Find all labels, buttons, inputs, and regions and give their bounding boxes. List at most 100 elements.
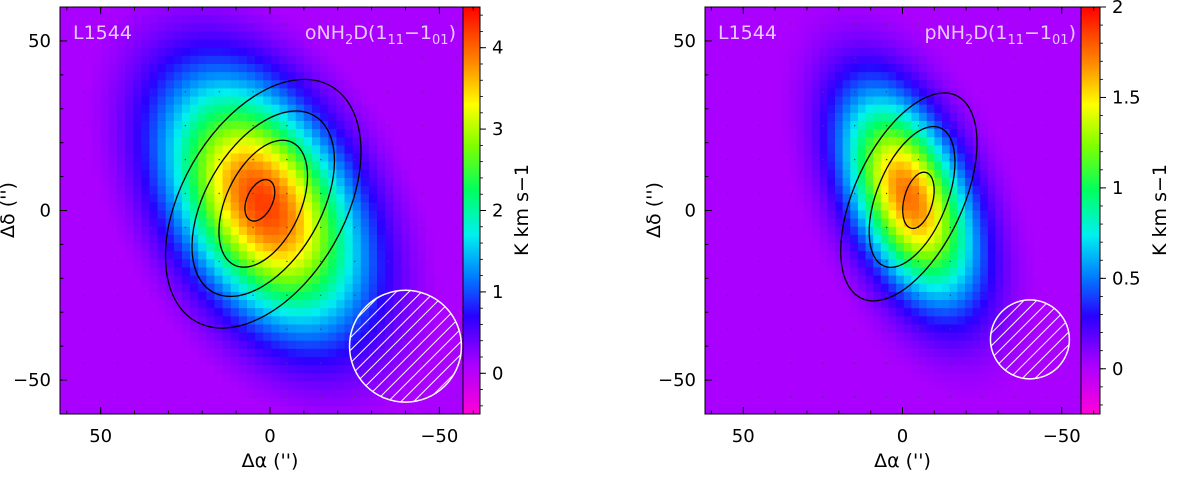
map-pixel	[198, 64, 207, 73]
map-pixel	[239, 357, 248, 366]
map-pixel	[720, 251, 728, 260]
beam-circle	[350, 290, 462, 402]
colorbar-tick-label: 3	[492, 119, 503, 140]
map-pixel	[911, 113, 919, 122]
map-pixel	[804, 251, 812, 260]
map-pixel	[336, 56, 345, 65]
map-pixel	[781, 162, 789, 171]
map-pixel	[377, 398, 386, 407]
map-pixel	[774, 137, 782, 146]
map-pixel	[312, 267, 321, 276]
map-pixel	[198, 31, 207, 40]
map-pixel	[434, 15, 443, 24]
sample-dot	[185, 125, 186, 126]
map-pixel	[328, 357, 337, 366]
map-pixel	[271, 414, 280, 423]
map-pixel	[68, 341, 77, 350]
map-pixel	[76, 170, 85, 179]
map-pixel	[401, 251, 410, 260]
map-pixel	[1049, 88, 1057, 97]
map-pixel	[182, 88, 191, 97]
map-pixel	[84, 178, 93, 187]
map-pixel	[410, 276, 419, 285]
map-pixel	[206, 105, 215, 114]
map-pixel	[133, 56, 142, 65]
map-pixel	[781, 129, 789, 138]
map-pixel	[442, 178, 451, 187]
map-pixel	[369, 56, 378, 65]
map-pixel	[312, 316, 321, 325]
map-pixel	[835, 137, 843, 146]
map-pixel	[988, 202, 996, 211]
map-pixel	[1103, 15, 1111, 24]
map-pixel	[781, 178, 789, 187]
map-pixel	[728, 80, 736, 89]
map-pixel	[76, 137, 85, 146]
map-pixel	[263, 300, 272, 309]
map-pixel	[271, 15, 280, 24]
map-pixel	[1064, 97, 1072, 106]
map-pixel	[442, 170, 451, 179]
map-pixel	[1103, 300, 1111, 309]
map-pixel	[328, 97, 337, 106]
map-pixel	[866, 284, 874, 293]
map-pixel	[263, 324, 272, 333]
map-pixel	[827, 97, 835, 106]
map-pixel	[743, 145, 751, 154]
map-pixel	[988, 145, 996, 154]
map-pixel	[1057, 267, 1065, 276]
map-pixel	[705, 56, 713, 65]
map-pixel	[279, 72, 288, 81]
map-pixel	[239, 178, 248, 187]
map-pixel	[934, 300, 942, 309]
map-pixel	[1003, 137, 1011, 146]
map-pixel	[93, 390, 102, 399]
map-pixel	[125, 88, 134, 97]
map-pixel	[942, 7, 950, 16]
map-pixel	[881, 308, 889, 317]
map-pixel	[751, 284, 759, 293]
map-pixel	[1049, 7, 1057, 16]
map-pixel	[751, 64, 759, 73]
map-pixel	[881, 235, 889, 244]
map-pixel	[896, 178, 904, 187]
map-pixel	[263, 267, 272, 276]
map-pixel	[174, 129, 183, 138]
map-pixel	[288, 267, 297, 276]
map-pixel	[369, 194, 378, 203]
map-pixel	[76, 349, 85, 358]
map-pixel	[141, 7, 150, 16]
map-pixel	[158, 349, 167, 358]
map-pixel	[973, 178, 981, 187]
map-pixel	[442, 235, 451, 244]
map-pixel	[1018, 259, 1026, 268]
map-pixel	[117, 381, 126, 390]
map-pixel	[393, 48, 402, 57]
map-pixel	[320, 341, 329, 350]
map-pixel	[1057, 292, 1065, 301]
map-pixel	[401, 48, 410, 57]
sample-dot	[151, 91, 152, 92]
map-pixel	[781, 211, 789, 220]
map-pixel	[774, 80, 782, 89]
map-pixel	[988, 186, 996, 195]
map-pixel	[393, 202, 402, 211]
map-pixel	[84, 137, 93, 146]
map-pixel	[766, 56, 774, 65]
map-pixel	[263, 381, 272, 390]
map-pixel	[288, 202, 297, 211]
map-pixel	[934, 178, 942, 187]
map-pixel	[174, 7, 183, 16]
map-pixel	[68, 324, 77, 333]
map-pixel	[728, 267, 736, 276]
map-pixel	[1049, 97, 1057, 106]
map-pixel	[820, 64, 828, 73]
map-pixel	[850, 211, 858, 220]
map-pixel	[950, 48, 958, 57]
map-pixel	[361, 194, 370, 203]
map-pixel	[965, 211, 973, 220]
map-pixel	[93, 219, 102, 228]
map-pixel	[353, 284, 362, 293]
map-pixel	[117, 227, 126, 236]
map-pixel	[751, 202, 759, 211]
